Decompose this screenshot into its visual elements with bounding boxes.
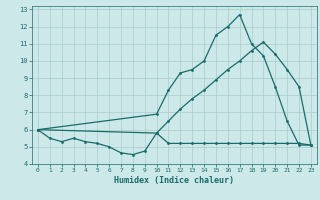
X-axis label: Humidex (Indice chaleur): Humidex (Indice chaleur)	[115, 176, 234, 185]
